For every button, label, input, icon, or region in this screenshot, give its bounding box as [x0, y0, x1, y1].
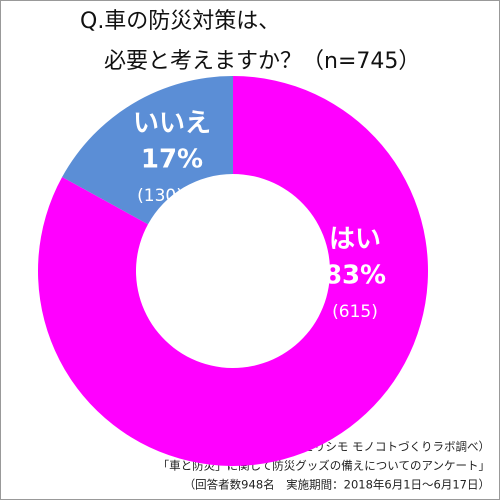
note: （フェリシモ モノコトづくりラボ調べ） — [279, 440, 490, 454]
note: （回答者数948名 実施期間：2018年6月1日～6月17日） — [184, 478, 490, 492]
slice-category: はい — [329, 225, 381, 255]
donut-slice — [62, 76, 234, 225]
chart-title: Q.車の防災対策は、 — [80, 9, 280, 34]
slice-count: (130) — [137, 186, 183, 206]
donut-slice — [37, 76, 428, 466]
slice-category: いいえ — [133, 109, 211, 139]
chart-title: 必要と考えますか？（n=745） — [104, 49, 420, 74]
slice-percent: 83% — [324, 261, 386, 291]
slice-count: (615) — [332, 302, 378, 322]
slice-percent: 17% — [141, 145, 203, 175]
